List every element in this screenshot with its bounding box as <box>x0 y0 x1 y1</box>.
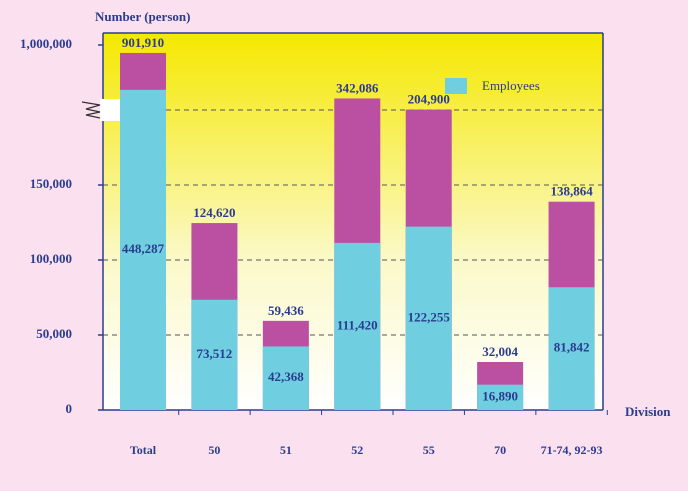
x-tick-label: 52 <box>351 443 364 457</box>
x-tick-label: 70 <box>494 443 507 457</box>
employee-bar <box>548 287 595 410</box>
y-tick-label: 1,000,000 <box>20 36 72 51</box>
x-axis-title: Division <box>625 404 671 419</box>
employee-label: 73,512 <box>197 346 233 361</box>
legend-label: Employees <box>482 78 540 93</box>
employee-label: 42,368 <box>268 369 304 384</box>
legend-swatch <box>445 78 467 94</box>
x-tick-label: 71-74, 92-93 <box>540 443 603 457</box>
total-label: 204,900 <box>408 92 450 107</box>
total-label: 124,620 <box>193 205 235 220</box>
employee-bar <box>191 299 238 410</box>
y-tick-label: 0 <box>66 401 73 416</box>
total-label: 342,086 <box>336 80 379 95</box>
employee-bar <box>405 226 452 410</box>
total-label: 901,910 <box>122 35 164 50</box>
x-tick-label: 50 <box>208 443 221 457</box>
x-tick-label: Total <box>129 443 157 457</box>
employee-bar <box>262 346 309 410</box>
y-tick-label: 50,000 <box>36 326 72 341</box>
y-tick-label: 100,000 <box>30 251 72 266</box>
total-label: 138,864 <box>550 184 593 199</box>
x-tick-label: 51 <box>279 443 292 457</box>
employee-bar <box>334 242 381 410</box>
employee-label: 122,255 <box>408 309 451 324</box>
total-label: 32,004 <box>482 344 518 359</box>
break-symbol <box>81 101 101 119</box>
employee-label: 111,420 <box>337 317 378 332</box>
employee-bar <box>120 89 166 410</box>
employee-label: 16,890 <box>482 388 518 403</box>
total-label: 59,436 <box>268 303 304 318</box>
employee-label: 81,842 <box>554 340 590 355</box>
y-tick-label: 150,000 <box>30 176 72 191</box>
x-tick-label: 55 <box>422 443 435 457</box>
employee-label: 448,287 <box>122 241 165 256</box>
y-axis-title: Number (person) <box>95 9 190 24</box>
employee-bar <box>477 384 524 410</box>
